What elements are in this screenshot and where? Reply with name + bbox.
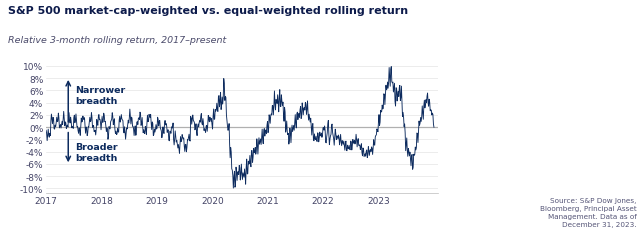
- Text: Narrower
breadth: Narrower breadth: [75, 86, 125, 106]
- Text: Broader
breadth: Broader breadth: [75, 142, 118, 162]
- Text: S&P 500 market-cap-weighted vs. equal-weighted rolling return: S&P 500 market-cap-weighted vs. equal-we…: [8, 6, 408, 16]
- Text: Relative 3-month rolling return, 2017–present: Relative 3-month rolling return, 2017–pr…: [8, 35, 226, 44]
- Text: Source: S&P Dow Jones,
Bloomberg, Principal Asset
Management. Data as of
Decembe: Source: S&P Dow Jones, Bloomberg, Princi…: [540, 197, 637, 227]
